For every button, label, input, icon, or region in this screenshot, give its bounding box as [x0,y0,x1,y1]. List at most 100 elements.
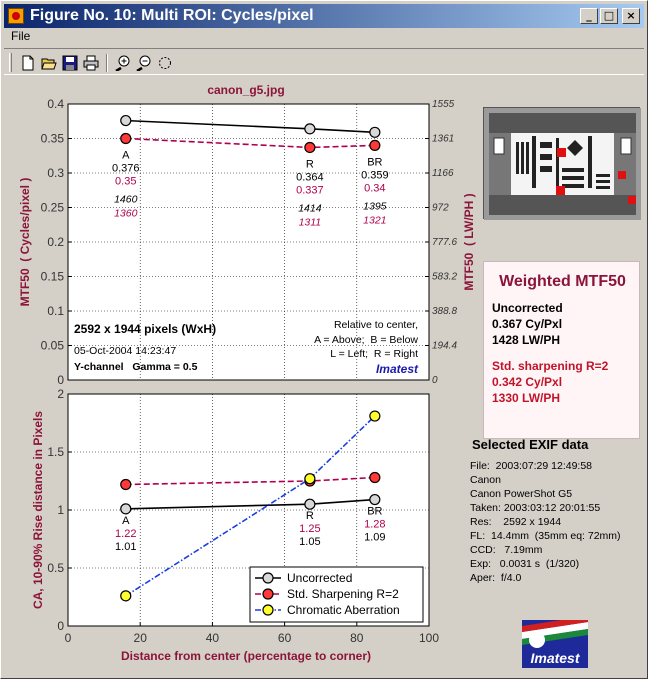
mtf50-region-label: R [306,158,314,170]
mtf50-uncorrected-value: 0.376 [112,163,140,175]
ca-series [120,410,381,602]
relative-lr: L = Left; R = Right [330,348,418,360]
ca-y-tick-label: 1 [57,503,64,517]
minimize-button[interactable]: _ [580,8,598,24]
mtf50-uncorrected-lwph: 1414 [298,202,322,214]
mtf50-point [304,123,316,135]
ca-uncorrected-value: 1.09 [364,532,385,544]
roi-marker-right [618,171,626,179]
ca-x-tick-label: 60 [278,631,292,645]
mtf50-uncorrected-value: 0.359 [361,169,389,181]
ca-sharpened-value: 1.25 [299,523,320,535]
roi-marker-below [556,186,565,195]
ca-y-tick-label: 1.5 [47,445,64,459]
mtf50-uncorrected-value: 0.364 [296,171,324,183]
roi-marker-center [557,148,566,157]
mtf50-point [369,126,381,138]
ca-point [304,498,316,510]
ca-x-ticks: 0 20 40 60 80 100 [65,622,439,645]
ca-x-tick-label: 100 [419,631,439,645]
menu-file[interactable]: File [11,29,31,43]
rotate-icon[interactable] [156,54,174,72]
toolbar-separator [106,54,108,72]
mtf50-point [120,132,132,145]
weighted-mtf50-title: Weighted MTF50 [499,273,626,290]
ca-y-tick-label: 0 [57,619,64,633]
ca-legend-label: Std. Sharpening R=2 [287,587,399,601]
imatest-brand-text: Imatest [376,362,419,376]
toolbar-grip[interactable] [9,53,12,72]
ca-legend-swatch-marker [262,572,274,584]
relative-title: Relative to center, [334,319,418,331]
close-button[interactable]: × [622,8,640,24]
exif-file: File: 2003:07:29 12:49:58 [470,460,593,472]
zoom-out-icon[interactable] [135,54,153,72]
imatest-logo-text: Imatest [530,650,580,666]
ca-point [120,478,132,491]
ca-sharpened-value: 1.28 [364,519,385,531]
imatest-logo: Imatest [522,616,588,668]
mtf50-region-label: BR [367,156,382,168]
mtf50-uncorrected-lwph: 1460 [114,194,138,206]
mtf50-right-tick-label: 1555 [432,99,455,110]
ca-point [369,471,381,484]
ca-region-label: A [122,515,130,527]
zoom-in-icon[interactable] [114,54,132,72]
menu-bar: File [4,28,644,46]
mtf50-sharpened-value: 0.34 [364,182,385,194]
print-icon[interactable] [82,54,100,72]
channel-gamma: Y-channel Gamma = 0.5 [74,361,198,373]
exif-make: Canon [470,474,501,486]
sharpened-lwph-value: 1330 LW/PH [492,391,561,405]
open-folder-icon[interactable] [40,54,58,72]
ca-plot[interactable]: 00.511.52 0 20 40 60 80 100 A1.221.01R1.251.0… [47,387,439,645]
save-icon[interactable] [61,54,79,72]
relative-ab: A = Above; B = Below [314,334,418,346]
ca-y-axis-label: CA, 10-90% Rise distance in Pixels [31,411,45,609]
ca-point [369,410,381,422]
ca-x-axis-label: Distance from center (percentage to corn… [121,649,371,663]
maximize-button[interactable]: □ [600,8,618,24]
matlab-app-icon[interactable] [8,8,24,24]
ca-legend[interactable]: Uncorrected Std. Sharpening R=2 Chromatic … [249,566,424,623]
ca-region-label: BR [367,506,382,518]
mtf50-left-tick-label: 0.1 [47,304,64,318]
sharpened-cy-value: 0.342 Cy/Pxl [492,375,563,389]
mtf50-left-tick-label: 0.05 [41,339,65,353]
mtf50-gridlines [68,104,429,380]
ca-series-line [125,415,376,597]
ca-point [304,473,316,485]
mtf50-sharpened-value: 0.35 [115,176,136,188]
mtf50-sharpened-lwph: 1321 [363,214,386,226]
mtf50-right-tick-label: 972 [432,203,449,214]
test-chart-thumbnail [483,107,641,220]
mtf50-right-tick-label: 194.4 [432,341,457,352]
mtf50-right-tick-label: 583.2 [432,272,457,283]
mtf50-uncorrected-lwph: 1395 [363,200,387,212]
ca-legend-label: Chromatic Aberration [287,603,400,617]
mtf50-point-labels: A0.3760.3514601360R0.3640.33714141311BR0… [112,150,389,229]
mtf50-point [369,139,381,151]
mtf50-left-tick-label: 0 [57,373,64,387]
mtf50-region-label: A [122,150,130,162]
mtf50-left-tick-label: 0.4 [47,97,64,111]
uncorrected-cy-value: 0.367 Cy/Pxl [492,317,563,331]
mtf50-plot[interactable]: 0 0.05 0.1 0.15 0.2 0.25 0.3 0.35 0.4 0 194.4 388.… [41,97,458,387]
mtf50-left-tick-label: 0.25 [41,201,65,215]
image-dimensions: 2592 x 1944 pixels (WxH) [74,322,216,336]
imatest-logo-image: Imatest [522,616,588,668]
mtf50-right-tick-label: 0 [432,375,438,386]
exif-ccd: CCD: 7.19mm [470,544,543,556]
ca-legend-swatch-marker [262,588,274,600]
mtf50-point [304,141,316,154]
ca-legend-swatch-marker [262,604,274,616]
ca-x-tick-label: 40 [206,631,220,645]
new-file-icon[interactable] [19,54,37,72]
mtf50-right-ticks: 0 194.4 388.8 583.2 777.6 972 1166 1361 1555 [425,99,457,386]
capture-date: 05-Oct-2004 14:23:47 [74,345,176,357]
exif-title: Selected EXIF data [472,437,589,452]
title-bar[interactable]: Figure No. 10: Multi ROI: Cycles/pixel _… [4,4,644,28]
mtf50-left-tick-label: 0.35 [41,132,65,146]
exif-exposure: Exp: 0.0031 s (1/320) [470,558,580,570]
